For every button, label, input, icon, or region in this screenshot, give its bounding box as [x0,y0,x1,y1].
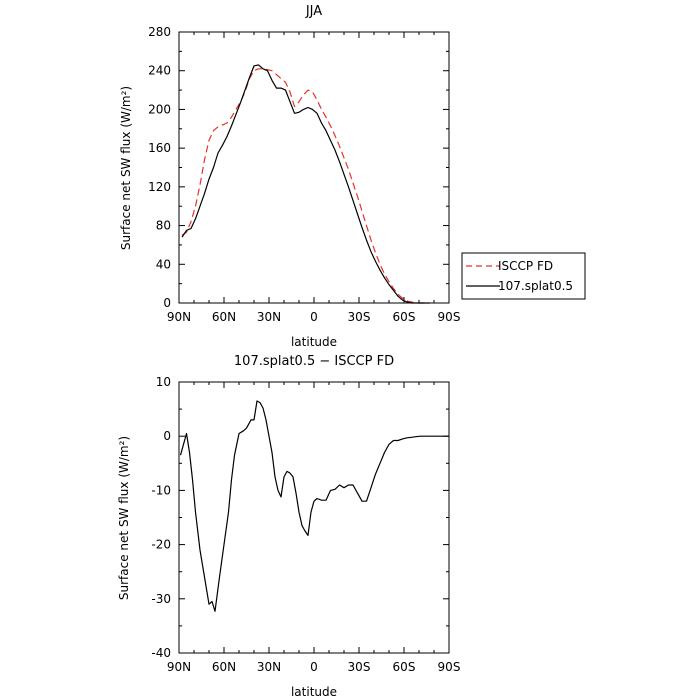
bottom-xtick-label: 0 [310,660,318,674]
bottom-series-line-0 [179,400,449,612]
top-xtick-label: 90S [438,310,461,324]
panel-bottom: 107.splat0.5 − ISCCP FD 90N 60N 30N 0 30S 60S… [117,354,460,699]
top-ytick-label: 40 [156,257,171,271]
bottom-ytick-label: 10 [156,375,171,389]
bottom-plot-frame [178,381,450,654]
bottom-ytick-label: -30 [151,592,171,606]
top-series-line-1 [181,64,430,304]
top-ylabel: Surface net SW flux (W/m²) [119,86,133,250]
bottom-series [179,400,449,612]
bottom-xtick-label: 90S [438,660,461,674]
top-xtick-label: 30N [257,310,281,324]
bottom-xtick-label: 30S [348,660,371,674]
bottom-xtick-label: 30N [257,660,281,674]
legend-label-model: 107.splat0.5 [498,279,573,293]
bottom-ytick-label: -20 [151,538,171,552]
top-ytick-label: 160 [148,141,171,155]
bottom-ytick-label: -40 [151,646,171,660]
bottom-xtick-label: 60N [212,660,236,674]
top-ytick-label: 200 [148,102,171,116]
legend-box [461,252,586,300]
top-xtick-label: 90N [167,310,191,324]
bottom-axes: 90N 60N 30N 0 30S 60S 90S -40 -30 -20 -10 0 10 [151,375,460,674]
top-plot-frame [178,31,450,304]
top-ytick-label: 80 [156,219,171,233]
bottom-title: 107.splat0.5 − ISCCP FD [234,354,394,369]
top-axes: 90N 60N 30N 0 30S 60S 90S 0 40 80 120 160 200 240 280 [148,25,460,324]
bottom-xtick-label: 60S [393,660,416,674]
top-xtick-label: 60N [212,310,236,324]
top-ytick-label: 120 [148,180,171,194]
bottom-xtick-label: 90N [167,660,191,674]
bottom-ytick-label: 0 [163,429,171,443]
top-xtick-label: 60S [393,310,416,324]
top-xlabel: latitude [291,335,337,349]
legend-label-isccp: ISCCP FD [498,259,553,273]
top-series-line-0 [181,68,430,304]
legend: ISCCP FD 107.splat0.5 [461,252,586,300]
top-series [181,64,430,304]
bottom-ylabel: Surface net SW flux (W/m²) [117,436,131,600]
top-xtick-label: 30S [348,310,371,324]
top-title: JJA [305,4,322,19]
top-ytick-label: 280 [148,25,171,39]
top-ytick-label: 240 [148,64,171,78]
bottom-xlabel: latitude [291,685,337,699]
panel-top: JJA 90N 60N 30N 0 30S 60S 90S 0 40 80 120 160 200 240… [119,4,460,349]
top-xtick-label: 0 [310,310,318,324]
top-ytick-label: 0 [163,296,171,310]
bottom-ytick-label: -10 [151,483,171,497]
